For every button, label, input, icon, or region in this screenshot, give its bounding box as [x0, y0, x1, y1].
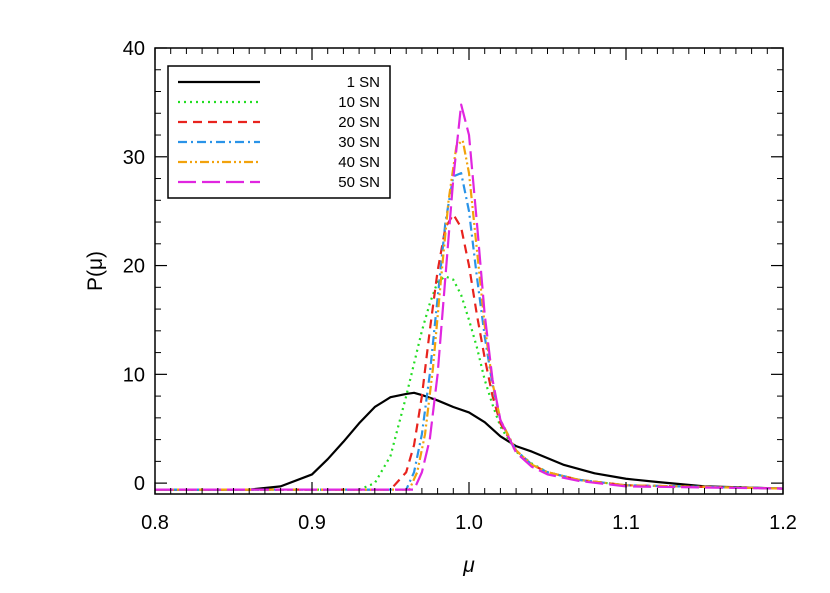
legend-label-2: 10 SN: [338, 94, 380, 111]
series-line-2: [155, 275, 783, 491]
legend-label-3: 20 SN: [338, 114, 380, 131]
legend: 1 SN 10 SN 20 SN 30 SN 40 SN 50 SN: [167, 65, 391, 199]
series-line-3: [155, 213, 783, 491]
x-tick-label: 0.8: [141, 512, 169, 534]
x-tick-label: 1.1: [612, 512, 640, 534]
y-tick-label: 30: [123, 147, 145, 169]
y-axis-title: P(μ): [84, 251, 107, 291]
legend-label-6: 50 SN: [338, 174, 380, 191]
y-tick-label: 20: [123, 256, 145, 278]
y-tick-label: 40: [123, 38, 145, 60]
axes: 0.8 0.9 1.0 1.1 1.2 0 10 20 30 40: [123, 38, 797, 534]
series-line-4: [155, 172, 783, 491]
plot-marks: [155, 103, 783, 491]
y-tick-label: 0: [134, 473, 145, 495]
legend-label-1: 1 SN: [347, 74, 380, 91]
x-axis-title: μ: [462, 554, 475, 577]
series-line-5: [155, 139, 783, 491]
y-tick-label: 10: [123, 364, 145, 386]
legend-label-5: 40 SN: [338, 154, 380, 171]
legend-label-4: 30 SN: [338, 134, 380, 151]
x-tick-label: 1.0: [455, 512, 483, 534]
legend-box: [167, 65, 391, 199]
series-line-1: [155, 391, 783, 491]
x-tick-label: 1.2: [769, 512, 797, 534]
x-tick-label: 0.9: [298, 512, 326, 534]
series-line-6: [155, 103, 783, 491]
